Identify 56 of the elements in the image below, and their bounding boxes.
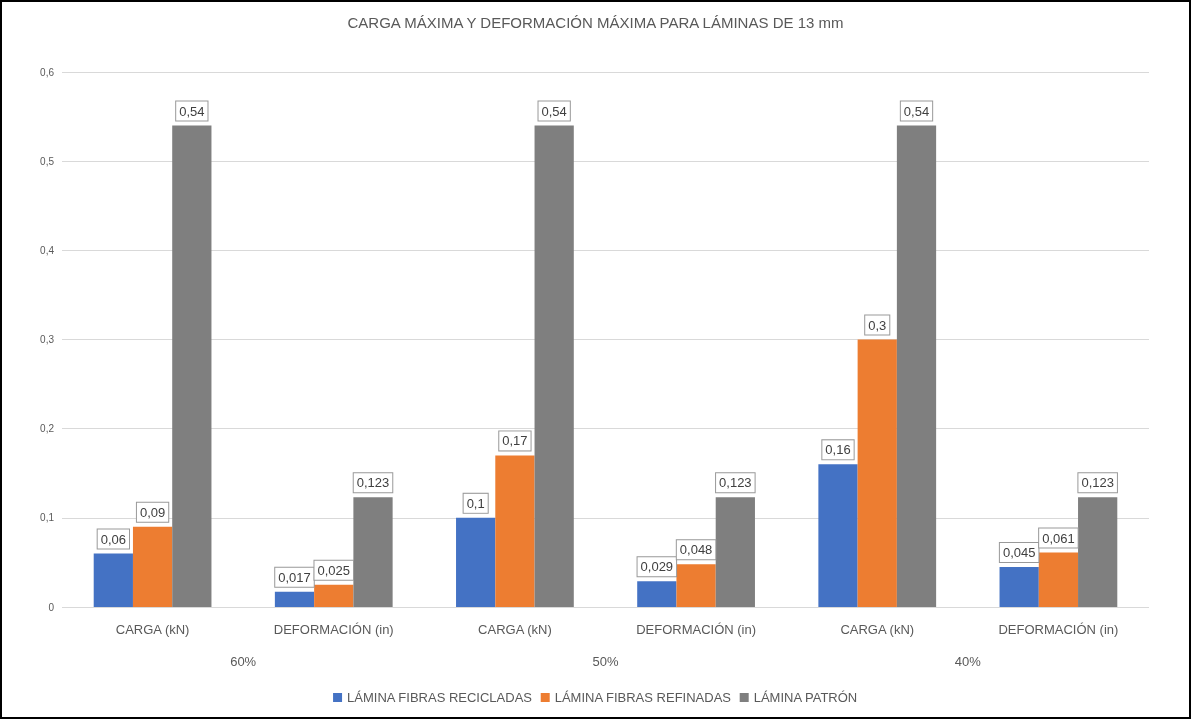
x-tick-label: DEFORMACIÓN (in) [636,622,757,637]
data-label: 0,1 [466,495,485,511]
y-tick-label: 0,2 [40,423,55,435]
data-label: 0,123 [356,475,390,491]
bar [676,564,716,607]
bar [857,339,897,607]
x-tick-label: DEFORMACIÓN (in) [998,622,1119,637]
data-label: 0,017 [278,569,311,585]
data-label: 0,029 [640,559,674,575]
legend-label: LÁMINA FIBRAS REFINADAS [554,690,732,705]
bar [1078,497,1118,607]
bar [274,591,315,607]
bar [715,497,755,607]
data-label: 0,54 [541,103,567,119]
bar [456,517,496,607]
y-tick-label: 0,4 [40,244,55,256]
bar [818,464,858,607]
text: 40% [954,654,982,669]
data-label: 0,123 [719,475,752,491]
y-tick-label: 0,5 [40,155,55,167]
y-tick-label: 0 [48,601,55,613]
data-label: 0,54 [179,103,205,119]
bar [1038,552,1079,607]
text: 60% [230,654,257,669]
x-tick-label: CARGA (kN) [478,622,552,637]
bar [353,497,393,607]
x-tick-label: CARGA (kN) [115,622,190,637]
data-label: 0,3 [868,317,887,333]
data-label: 0,16 [825,442,851,458]
bar [637,581,677,607]
y-tick-label: 0,1 [40,512,55,524]
x-tick-label: CARGA (kN) [840,622,915,637]
bar [172,125,212,607]
data-label: 0,06 [100,531,126,547]
data-label: 0,09 [139,504,166,520]
legend-label: LÁMINA PATRÓN [753,690,858,705]
bar [495,455,535,607]
y-tick-label: 0,6 [40,66,55,78]
data-label: 0,54 [903,103,930,119]
data-label: 0,123 [1081,475,1114,491]
x-tick-label: DEFORMACIÓN (in) [273,622,394,637]
bar [896,125,937,607]
text: 50% [592,654,619,669]
bar [314,584,354,607]
chart-title: CARGA MÁXIMA Y DEFORMACIÓN MÁXIMA PARA LÁMINAS DE 13 mm [347,14,844,31]
legend-label: LÁMINA FIBRAS RECICLADAS [347,690,533,705]
data-label: 0,061 [1042,530,1075,546]
y-tick-label: 0,3 [40,334,55,345]
data-label: 0,17 [502,433,528,449]
bar [93,553,133,607]
bar [999,566,1039,607]
bar [132,526,173,607]
bar [534,125,574,607]
data-label: 0,045 [1002,544,1036,560]
data-label: 0,048 [679,542,713,558]
data-label: 0,025 [317,562,351,578]
